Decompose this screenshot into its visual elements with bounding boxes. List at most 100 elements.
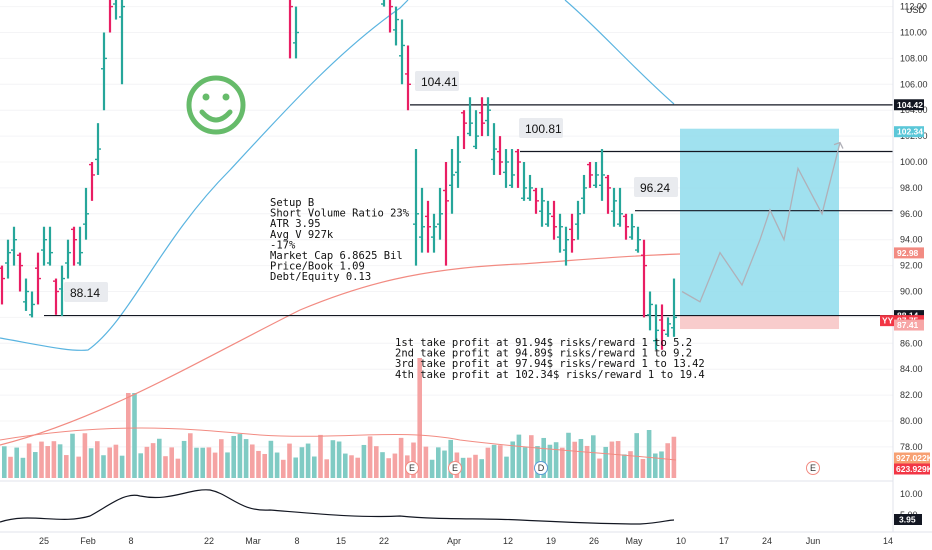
axis-price-tag (894, 126, 924, 138)
time-tick-label: 19 (546, 536, 556, 546)
volume-bar (336, 441, 342, 478)
price-tick-label: 96.00 (900, 209, 923, 219)
take-profit-line: 4th take profit at 102.34$ risks/reward … (395, 369, 705, 381)
symbol-tag-label: YY (882, 316, 894, 326)
volume-bar (293, 457, 298, 478)
volume-bar (107, 447, 112, 478)
volume-bar (522, 447, 528, 478)
price-tick-label: 80.00 (900, 416, 923, 426)
price-tick-label: 106.00 (900, 79, 928, 89)
axis-price-tag-label: 102.34 (897, 127, 923, 137)
time-tick-label: 24 (762, 536, 772, 546)
volume-bar (324, 459, 329, 478)
take-profit-line: 3rd take profit at 97.94$ risks/reward 1… (395, 358, 705, 370)
volume-bar (603, 446, 608, 478)
take-profit-notes: 1st take profit at 91.94$ risks/reward 1… (395, 337, 705, 381)
volume-bar (175, 458, 181, 478)
price-level-label: 88.14 (70, 286, 100, 300)
volume-bar (256, 450, 261, 478)
price-level-box (415, 71, 459, 91)
volume-average-line (0, 427, 677, 461)
volume-bar (88, 448, 94, 478)
volume-bar (566, 432, 571, 478)
oscillator-pane: 10.005.003.95 (0, 480, 923, 525)
volume-bar (392, 453, 398, 478)
price-tick-label: 84.00 (900, 364, 923, 374)
price-level-box (64, 282, 108, 302)
volume-bar (64, 455, 69, 478)
volume-bar (343, 453, 348, 478)
fast-moving-average-tail (564, 0, 675, 105)
volume-bar (367, 436, 373, 478)
volume-bar (584, 445, 590, 478)
volume-bar (14, 447, 19, 478)
time-tick-label: 12 (503, 536, 513, 546)
volume-bar (423, 446, 429, 478)
price-levels: 88.14 104.41 100.81 96.24 (44, 71, 893, 317)
volume-bar (243, 439, 249, 478)
volume-bar (448, 439, 453, 478)
volume-bar (138, 453, 143, 478)
volume-bar (206, 447, 212, 478)
volume-bar (355, 457, 360, 478)
price-tick-label: 110.00 (900, 28, 927, 38)
volume-bar (2, 446, 7, 478)
time-tick-label: 22 (379, 536, 389, 546)
volume-bar (628, 451, 633, 478)
time-tick-label: 25 (39, 536, 49, 546)
setup-note-line: Debt/Equity 0.13 (270, 271, 371, 283)
volume-bar (473, 454, 478, 478)
volume-bar (572, 441, 577, 478)
volume-bar (318, 434, 323, 478)
price-tick-label: 94.00 (900, 235, 923, 245)
volume-bar (609, 441, 615, 478)
volume-bar (39, 441, 44, 478)
volume-bar (442, 450, 447, 478)
volume-bar (516, 434, 522, 478)
price-level-label: 100.81 (525, 122, 562, 136)
axis-price-tag-label: 87.41 (897, 320, 919, 330)
volume-bar (398, 437, 404, 478)
volume-bar (219, 439, 224, 478)
volume-bar (33, 452, 38, 478)
volume-bar (144, 446, 150, 478)
price-tick-label: 100.00 (900, 157, 928, 167)
event-marker-label: E (409, 463, 415, 473)
volume-bar (188, 433, 193, 478)
event-marker (534, 461, 548, 475)
price-level-label: 96.24 (640, 181, 670, 195)
projection-arrow (833, 141, 844, 149)
volume-bar (429, 459, 435, 478)
volume-bar (101, 455, 106, 478)
time-tick-label: 8 (294, 536, 299, 546)
price-bars (0, 0, 677, 350)
volume-bar (95, 441, 100, 478)
event-marker-label: E (452, 463, 458, 473)
volume-bar (479, 459, 484, 478)
volume-bar (200, 447, 205, 478)
volume-bar (212, 452, 218, 478)
volume-bar (665, 443, 670, 478)
volume-bar (386, 458, 391, 478)
price-tick-label: 92.00 (900, 261, 923, 271)
volume-bar (150, 443, 156, 478)
price-axis: 112.00110.00108.00106.00104.00102.00100.… (880, 0, 932, 532)
price-tick-label: 108.00 (900, 53, 928, 63)
volume-bar (8, 456, 13, 478)
volume-tag (894, 463, 930, 475)
price-level-box (519, 118, 563, 138)
setup-note-line: Short Volume Ratio 23% (270, 208, 410, 220)
setup-note-line: Market Cap 6.8625 Bil (270, 250, 403, 262)
volume-tag (894, 452, 930, 464)
stop-zone (680, 315, 839, 330)
setup-note-line: Setup B (270, 197, 314, 209)
volume-bar (659, 451, 664, 478)
volume-bar (281, 459, 286, 478)
time-tick-label: 17 (719, 536, 729, 546)
volume-bar (547, 444, 553, 478)
volume-bar (615, 441, 621, 478)
position-zones (680, 128, 839, 330)
volume-bar (287, 443, 292, 478)
volume-bar (597, 458, 602, 478)
